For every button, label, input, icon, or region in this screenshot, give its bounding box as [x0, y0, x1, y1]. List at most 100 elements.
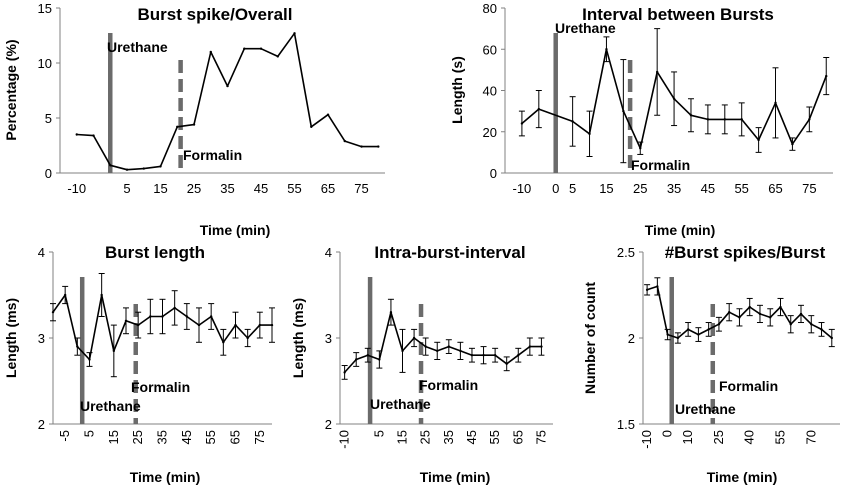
- y-axis-label: Length (s): [449, 56, 465, 124]
- data-point: [424, 345, 427, 348]
- data-point: [293, 32, 296, 35]
- data-point: [779, 305, 782, 309]
- data-point: [656, 285, 659, 288]
- x-tick-label: 35: [441, 430, 456, 444]
- data-point: [757, 138, 760, 142]
- formalin-label: Formalin: [183, 147, 242, 163]
- data-point: [748, 305, 751, 309]
- x-tick-label: 5: [82, 430, 97, 437]
- y-tick-label: 3: [325, 331, 332, 346]
- x-axis-label: Time (min): [707, 469, 778, 485]
- x-tick-label: 55: [203, 430, 218, 444]
- x-tick-label: 15: [106, 430, 121, 444]
- x-tick-label: 35: [667, 181, 681, 196]
- data-point: [810, 323, 813, 326]
- x-tick-label: 0: [552, 181, 559, 196]
- x-axis-label: Time (min): [645, 222, 716, 238]
- data-point: [706, 118, 710, 121]
- data-point: [176, 125, 179, 128]
- data-point: [209, 50, 212, 54]
- y-axis-label: Number of count: [582, 282, 598, 394]
- data-point: [136, 323, 140, 327]
- chart-panel-3: Burst length 2 3 4 -5 5 15 25 35 45 55 65 75 Time (mi…: [3, 243, 275, 485]
- data-point: [125, 168, 129, 171]
- x-tick-label: 5: [371, 430, 386, 437]
- x-tick-label: 65: [768, 181, 782, 196]
- x-tick-label: 40: [742, 430, 757, 444]
- y-tick-label: 15: [38, 1, 52, 16]
- y-tick-label: 80: [483, 1, 497, 16]
- data-point: [740, 118, 743, 121]
- data-point: [689, 114, 693, 117]
- data-point: [161, 315, 164, 318]
- data-point: [686, 328, 690, 331]
- data-point: [75, 133, 78, 136]
- data-point: [774, 101, 777, 105]
- data-point: [149, 315, 152, 318]
- data-point: [377, 145, 380, 148]
- chart-panel-5: #Burst spikes/Burst 1.5 2 2.5 -10 0 10 25 40 55 70…: [582, 243, 840, 485]
- x-tick-label: 70: [803, 430, 818, 444]
- x-tick-label: 75: [354, 181, 368, 196]
- data-point: [185, 315, 189, 318]
- data-point: [789, 323, 792, 326]
- x-axis-label: Time (min): [130, 469, 201, 485]
- data-point: [100, 293, 103, 297]
- data-series-line: [344, 311, 542, 373]
- x-tick-label: -10: [639, 430, 654, 449]
- data-point: [197, 323, 201, 327]
- data-point: [447, 345, 451, 348]
- x-tick-label: -10: [513, 181, 532, 196]
- data-point: [738, 316, 741, 319]
- data-point: [676, 336, 680, 340]
- formalin-label: Formalin: [719, 378, 778, 394]
- formalin-label: Formalin: [419, 377, 478, 393]
- y-tick-label: 2: [38, 417, 45, 432]
- data-point: [571, 120, 574, 123]
- chart-title: Interval between Bursts: [582, 5, 774, 24]
- data-series-line: [521, 48, 827, 150]
- x-tick-label: 15: [395, 430, 410, 444]
- chart-title: Intra-burst-interval: [374, 243, 525, 262]
- data-point: [92, 134, 95, 137]
- x-tick-label: 45: [464, 430, 479, 444]
- data-point: [234, 323, 237, 327]
- data-point: [326, 113, 330, 116]
- x-tick-label: 55: [772, 430, 787, 444]
- data-point: [343, 139, 346, 143]
- data-point: [109, 164, 112, 167]
- data-point: [825, 74, 828, 78]
- data-point: [226, 84, 229, 88]
- data-point: [173, 306, 176, 310]
- data-point: [727, 311, 731, 314]
- data-point: [639, 147, 642, 150]
- urethane-label: Urethane: [80, 398, 141, 414]
- data-point: [537, 107, 541, 111]
- urethane-label: Urethane: [370, 396, 431, 412]
- y-tick-label: 40: [483, 84, 497, 99]
- data-point: [622, 109, 625, 113]
- y-tick-label: 5: [45, 111, 52, 126]
- data-point: [666, 333, 669, 336]
- chart-title: Burst length: [105, 243, 205, 262]
- y-tick-label: 4: [325, 245, 332, 260]
- data-point: [505, 362, 508, 365]
- x-axis-label: Time (min): [420, 469, 491, 485]
- data-point: [758, 312, 762, 316]
- y-tick-label: 2.5: [617, 245, 635, 260]
- y-tick-label: 60: [483, 42, 497, 57]
- data-point: [697, 333, 700, 336]
- x-tick-label: 75: [252, 430, 267, 444]
- x-tick-label: 45: [701, 181, 715, 196]
- data-point: [310, 125, 313, 128]
- x-tick-label: 15: [599, 181, 613, 196]
- y-tick-label: 0: [490, 166, 497, 181]
- y-tick-label: 3: [38, 331, 45, 346]
- chart-panel-1: Burst spike/Overall 0 5 10 15 -10 5 15 25 35 45 55 6…: [3, 1, 385, 238]
- x-tick-label: 65: [510, 430, 525, 444]
- data-point: [672, 97, 676, 100]
- x-tick-label: 5: [569, 181, 576, 196]
- y-axis-label: Length (ms): [3, 298, 19, 378]
- data-point: [401, 349, 404, 353]
- urethane-label: Urethane: [107, 39, 168, 55]
